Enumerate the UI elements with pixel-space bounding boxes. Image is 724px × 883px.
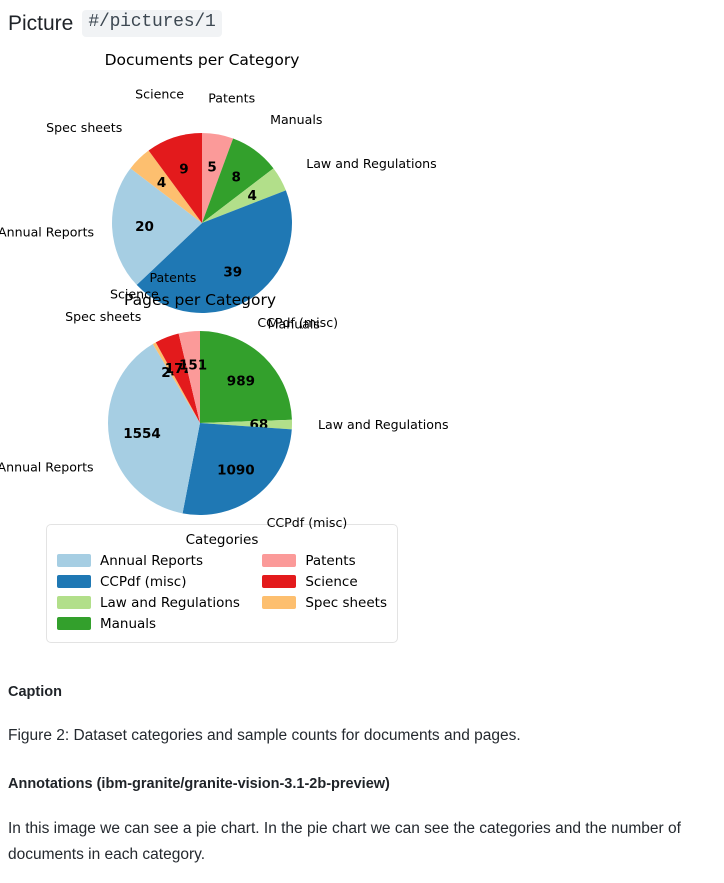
- pie-slice[interactable]: [130, 150, 202, 223]
- legend-color-swatch: [262, 596, 297, 610]
- pages-per-category-chart: Pages per Category 989 Manuals 68 Law and Re…: [0, 269, 449, 529]
- pie-slice-label: Patents: [208, 90, 255, 105]
- legend-item-label: Science: [305, 573, 358, 590]
- chart-title: Documents per Category: [105, 51, 300, 69]
- caption-heading: Caption: [8, 683, 62, 700]
- documents-per-category-chart: Documents per Category 5 Patents 8 Manuals 4 L…: [0, 43, 437, 330]
- caption-section: Caption Figure 2: Dataset categories and…: [8, 683, 716, 750]
- legend-item-label: Law and Regulations: [100, 594, 240, 611]
- pie-slice-label: CCPdf (misc): [257, 314, 338, 329]
- pie-slice-value: 20: [135, 219, 154, 235]
- pie-slice-label: Spec sheets: [46, 120, 122, 135]
- legend-item[interactable]: Patents: [262, 552, 387, 570]
- legend-item[interactable]: Manuals: [57, 615, 244, 633]
- legend-column-2: Patents Science Spec sheets: [262, 552, 387, 633]
- legend-color-swatch: [262, 554, 297, 568]
- legend-color-swatch: [57, 596, 91, 610]
- pie-slice[interactable]: [202, 167, 286, 223]
- legend-color-swatch: [57, 554, 91, 568]
- pie-slice[interactable]: [182, 422, 292, 515]
- legend-color-swatch: [262, 575, 297, 589]
- picture-ref-badge: #/pictures/1: [82, 10, 222, 37]
- pie-slice[interactable]: [148, 132, 202, 223]
- caption-text: Figure 2: Dataset categories and sample …: [8, 727, 521, 745]
- pie-slice[interactable]: [152, 341, 200, 423]
- legend-item[interactable]: CCPdf (misc): [57, 573, 244, 591]
- pie-slice-label: Science: [135, 86, 184, 101]
- pie-slice[interactable]: [136, 189, 292, 313]
- pie-slice[interactable]: [200, 330, 292, 423]
- pie-slice[interactable]: [112, 167, 202, 285]
- pie-slice-label: Annual Reports: [0, 459, 94, 474]
- pie-slice[interactable]: [155, 333, 200, 423]
- annotations-heading: Annotations (ibm-granite/granite-vision-…: [8, 776, 390, 793]
- legend-item-label: CCPdf (misc): [100, 573, 187, 590]
- legend-item-label: Patents: [305, 552, 356, 569]
- pie-slice-label: CCPdf (misc): [267, 515, 348, 530]
- pie-slice-label: Law and Regulations: [318, 416, 449, 431]
- legend-item-label: Manuals: [100, 615, 157, 632]
- pie-slice-label: Spec sheets: [65, 309, 141, 324]
- pie-slice[interactable]: [202, 132, 234, 223]
- page-title-label: Picture: [8, 11, 74, 35]
- pie-slice-label: Annual Reports: [0, 224, 94, 239]
- pie-slice-value: 5: [207, 159, 216, 175]
- pie-slice-value: 172: [165, 361, 193, 377]
- pie-slice-value: 39: [223, 264, 242, 280]
- documents-per-category-svg: Documents per Category 5 Patents 8 Manuals 4 L…: [0, 51, 437, 330]
- legend-item[interactable]: Law and Regulations: [57, 594, 244, 612]
- legend-column-1: Annual Reports CCPdf (misc) Law and Regula…: [57, 552, 244, 633]
- figure-2: Documents per Category 5 Patents 8 Manuals 4 L…: [0, 43, 449, 643]
- legend-item[interactable]: Annual Reports: [57, 552, 244, 570]
- pie-slice-label: Patents: [149, 269, 196, 284]
- annotations-section: Annotations (ibm-granite/granite-vision-…: [8, 775, 716, 868]
- pie-slice-value: 151: [179, 357, 207, 373]
- legend-item-label: Annual Reports: [100, 552, 204, 569]
- legend-item[interactable]: Science: [262, 573, 387, 591]
- pie-slice[interactable]: [200, 419, 293, 430]
- pie-slice-value: 1090: [217, 462, 255, 478]
- pie-slice-value: 989: [227, 373, 255, 389]
- pie-slice-label: Law and Regulations: [306, 156, 437, 171]
- chart-title: Pages per Category: [124, 291, 276, 309]
- annotations-text: In this image we can see a pie chart. In…: [8, 820, 681, 864]
- pie-slice-value: 4: [157, 174, 166, 190]
- page-title: Picture #/pictures/1: [8, 10, 716, 37]
- legend-title: Categories: [185, 531, 259, 548]
- pie-slice-label: Science: [110, 286, 159, 301]
- legend-color-swatch: [57, 617, 91, 631]
- chart-legend: Categories Annual Reports CCPdf (misc) Law…: [46, 523, 398, 643]
- pie-slice[interactable]: [202, 138, 274, 223]
- pie-slice-label: Manuals: [270, 112, 322, 127]
- legend-item[interactable]: Spec sheets: [262, 594, 387, 612]
- pie-slice-label: Manuals: [268, 316, 320, 331]
- pie-slice[interactable]: [107, 343, 200, 513]
- pie-slice-value: 8: [231, 169, 240, 185]
- legend-color-swatch: [57, 575, 91, 589]
- pie-slice-value: 9: [179, 161, 188, 177]
- legend-item-label: Spec sheets: [305, 594, 387, 611]
- pie-slice-value: 1554: [123, 426, 161, 442]
- pie-slice-value: 4: [247, 187, 256, 203]
- pie-slice[interactable]: [178, 330, 200, 423]
